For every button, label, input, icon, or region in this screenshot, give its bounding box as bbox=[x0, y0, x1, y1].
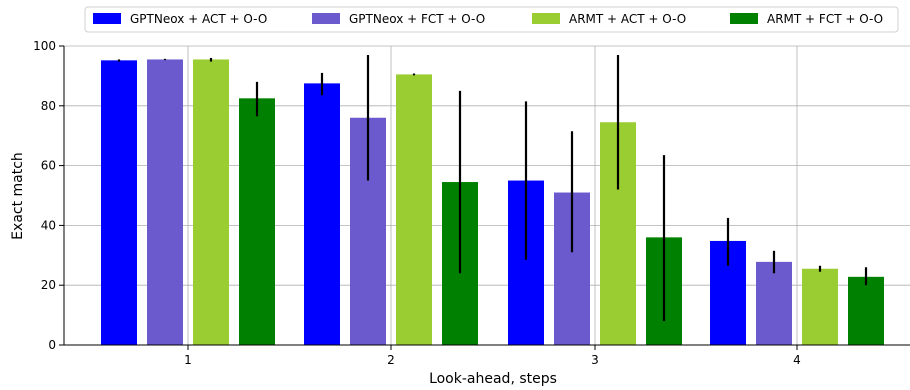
legend-box bbox=[84, 6, 899, 33]
error-bars bbox=[117, 54, 868, 322]
y-axis-label: Exact match bbox=[10, 152, 26, 240]
y-tick-label: 40 bbox=[41, 218, 56, 232]
x-tick-label: 3 bbox=[591, 353, 599, 367]
legend-label: ARMT + FCT + O-O bbox=[767, 12, 883, 26]
legend-label: ARMT + ACT + O-O bbox=[569, 12, 686, 26]
bar bbox=[239, 98, 275, 345]
legend-swatch bbox=[312, 13, 340, 24]
bar bbox=[193, 59, 229, 346]
x-tick-label: 4 bbox=[793, 353, 801, 367]
y-tick-label: 80 bbox=[41, 99, 56, 113]
legend: GPTNeox + ACT + O-O GPTNeox + FCT + O-O AR… bbox=[84, 6, 899, 33]
y-tick-label: 0 bbox=[48, 338, 56, 352]
bar bbox=[101, 60, 137, 346]
bar bbox=[848, 276, 884, 345]
legend-label: GPTNeox + FCT + O-O bbox=[349, 12, 485, 26]
bar bbox=[756, 261, 792, 345]
bar bbox=[304, 83, 340, 345]
x-tick-label: 1 bbox=[184, 353, 192, 367]
axes bbox=[63, 46, 910, 346]
y-ticks: 0 20 40 60 80 100 bbox=[33, 39, 64, 352]
x-ticks: 1 2 3 4 bbox=[184, 345, 801, 367]
legend-swatch bbox=[730, 13, 758, 24]
bars bbox=[101, 59, 884, 346]
y-tick-label: 60 bbox=[41, 159, 56, 173]
bar bbox=[147, 59, 183, 346]
legend-label: GPTNeox + ACT + O-O bbox=[130, 12, 267, 26]
bar bbox=[802, 268, 838, 345]
y-tick-label: 100 bbox=[33, 39, 56, 53]
x-axis-label: Look-ahead, steps bbox=[429, 371, 557, 387]
y-tick-label: 20 bbox=[41, 278, 56, 292]
legend-swatch bbox=[532, 13, 560, 24]
x-tick-label: 2 bbox=[387, 353, 395, 367]
bar bbox=[396, 74, 432, 345]
legend-swatch bbox=[93, 13, 121, 24]
